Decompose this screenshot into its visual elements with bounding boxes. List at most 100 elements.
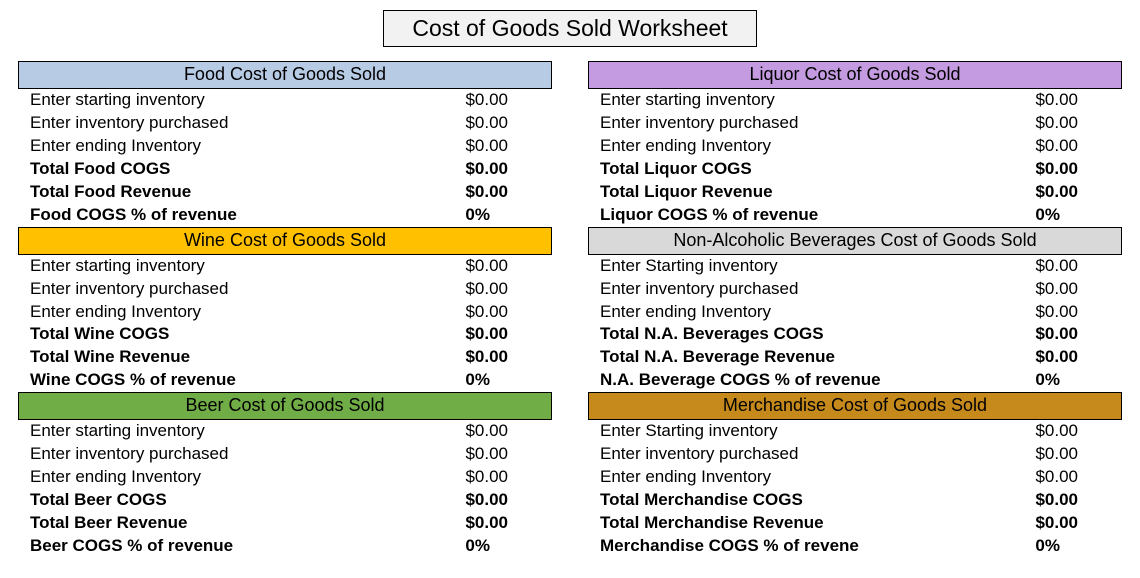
table-row: Enter ending Inventory $0.00: [594, 135, 1116, 158]
row-label: Enter starting inventory: [28, 89, 205, 112]
row-label: Total N.A. Beverage Revenue: [598, 346, 835, 369]
row-label: Total Wine Revenue: [28, 346, 190, 369]
table-row: Enter starting inventory$0.00: [594, 89, 1116, 112]
cogs-grid: Food Cost of Goods SoldEnter starting in…: [18, 61, 1122, 558]
row-value: $0.00: [1035, 135, 1112, 158]
table-row: Enter inventory purchased $0.00: [594, 278, 1116, 301]
section-rows: Enter starting inventory$0.00Enter inven…: [18, 255, 552, 393]
table-row: Total Liquor Revenue $0.00: [594, 181, 1116, 204]
section-merch: Merchandise Cost of Goods SoldEnter Star…: [588, 392, 1122, 558]
row-label: Total Merchandise Revenue: [598, 512, 824, 535]
row-value: $0.00: [1035, 158, 1112, 181]
row-label: Enter starting inventory: [598, 89, 775, 112]
row-label: Enter inventory purchased: [598, 112, 798, 135]
table-row: Enter ending Inventory$0.00: [24, 135, 546, 158]
row-label: Liquor COGS % of revenue: [598, 204, 818, 227]
row-label: Total Beer Revenue: [28, 512, 187, 535]
row-label: Enter ending Inventory: [28, 301, 201, 324]
row-value: $0.00: [1035, 489, 1112, 512]
table-row: N.A. Beverage COGS % of revenue0%: [594, 369, 1116, 392]
row-value: $0.00: [465, 323, 542, 346]
row-value: $0.00: [1035, 181, 1112, 204]
row-value: 0%: [1035, 535, 1112, 558]
row-value: $0.00: [465, 181, 542, 204]
row-label: Enter starting inventory: [28, 255, 205, 278]
row-value: $0.00: [465, 466, 542, 489]
table-row: Total Beer COGS$0.00: [24, 489, 546, 512]
row-value: $0.00: [1035, 278, 1112, 301]
row-value: $0.00: [1035, 512, 1112, 535]
row-value: $0.00: [465, 420, 542, 443]
row-value: $0.00: [1035, 443, 1112, 466]
row-label: Beer COGS % of revenue: [28, 535, 233, 558]
row-value: 0%: [1035, 204, 1112, 227]
table-row: Beer COGS % of revenue0%: [24, 535, 546, 558]
section-rows: Enter Starting inventory$0.00Enter inven…: [588, 255, 1122, 393]
table-row: Wine COGS % of revenue 0%: [24, 369, 546, 392]
table-row: Merchandise COGS % of revene 0%: [594, 535, 1116, 558]
row-value: $0.00: [1035, 112, 1112, 135]
row-label: Total Merchandise COGS: [598, 489, 803, 512]
row-label: Enter ending Inventory: [598, 135, 771, 158]
section-beer: Beer Cost of Goods SoldEnter starting in…: [18, 392, 552, 558]
row-label: Total Liquor Revenue: [598, 181, 773, 204]
section-nab: Non-Alcoholic Beverages Cost of Goods So…: [588, 227, 1122, 393]
table-row: Total Wine COGS $0.00: [24, 323, 546, 346]
row-value: $0.00: [1035, 301, 1112, 324]
section-rows: Enter starting inventory $0.00 Enter inven…: [18, 89, 552, 227]
table-row: Total Merchandise Revenue $0.00: [594, 512, 1116, 535]
table-row: Enter inventory purchased $0.00: [594, 112, 1116, 135]
row-label: Enter starting inventory: [28, 420, 205, 443]
row-label: Enter ending Inventory: [598, 466, 771, 489]
section-header-beer: Beer Cost of Goods Sold: [18, 392, 552, 420]
row-label: Total Wine COGS: [28, 323, 169, 346]
row-value: $0.00: [465, 89, 542, 112]
table-row: Enter Starting inventory$0.00: [594, 420, 1116, 443]
page-title: Cost of Goods Sold Worksheet: [383, 10, 756, 47]
row-label: Enter inventory purchased: [28, 278, 228, 301]
row-value: 0%: [465, 369, 542, 392]
row-label: Total Food COGS: [28, 158, 170, 181]
table-row: Enter inventory purchased$0.00: [24, 278, 546, 301]
section-wine: Wine Cost of Goods SoldEnter starting in…: [18, 227, 552, 393]
table-row: Food COGS % of revenue0%: [24, 204, 546, 227]
table-row: Enter Starting inventory$0.00: [594, 255, 1116, 278]
row-label: Enter inventory purchased: [28, 112, 228, 135]
row-value: $0.00: [1035, 420, 1112, 443]
table-row: Enter starting inventory $0.00: [24, 420, 546, 443]
table-row: Total Food COGS $0.00: [24, 158, 546, 181]
row-value: $0.00: [465, 301, 542, 324]
row-label: Food COGS % of revenue: [28, 204, 237, 227]
row-value: $0.00: [465, 489, 542, 512]
row-value: $0.00: [465, 255, 542, 278]
section-liquor: Liquor Cost of Goods SoldEnter starting …: [588, 61, 1122, 227]
row-value: 0%: [1035, 369, 1112, 392]
row-label: Enter inventory purchased: [598, 278, 798, 301]
table-row: Enter ending Inventory $0.00: [24, 466, 546, 489]
table-row: Enter inventory purchased$0.00: [594, 443, 1116, 466]
table-row: Total Food Revenue $0.00: [24, 181, 546, 204]
row-label: Total Food Revenue: [28, 181, 191, 204]
section-rows: Enter Starting inventory$0.00Enter inven…: [588, 420, 1122, 558]
section-header-food: Food Cost of Goods Sold: [18, 61, 552, 89]
row-value: $0.00: [1035, 323, 1112, 346]
row-value: $0.00: [1035, 346, 1112, 369]
row-label: Total Liquor COGS: [598, 158, 752, 181]
row-value: $0.00: [465, 346, 542, 369]
section-food: Food Cost of Goods SoldEnter starting in…: [18, 61, 552, 227]
row-label: Total N.A. Beverages COGS: [598, 323, 824, 346]
table-row: Enter ending Inventory$0.00: [594, 466, 1116, 489]
section-header-liquor: Liquor Cost of Goods Sold: [588, 61, 1122, 89]
table-row: Enter ending Inventory$0.00: [594, 301, 1116, 324]
table-row: Enter inventory purchased$0.00: [24, 443, 546, 466]
row-label: Enter ending Inventory: [28, 466, 201, 489]
row-label: Merchandise COGS % of revene: [598, 535, 859, 558]
row-label: Wine COGS % of revenue: [28, 369, 236, 392]
table-row: Total N.A. Beverages COGS $0.00: [594, 323, 1116, 346]
table-row: Enter starting inventory $0.00: [24, 89, 546, 112]
row-label: Enter ending Inventory: [28, 135, 201, 158]
section-header-wine: Wine Cost of Goods Sold: [18, 227, 552, 255]
row-value: $0.00: [465, 158, 542, 181]
table-row: Total Merchandise COGS $0.00: [594, 489, 1116, 512]
row-value: $0.00: [465, 112, 542, 135]
